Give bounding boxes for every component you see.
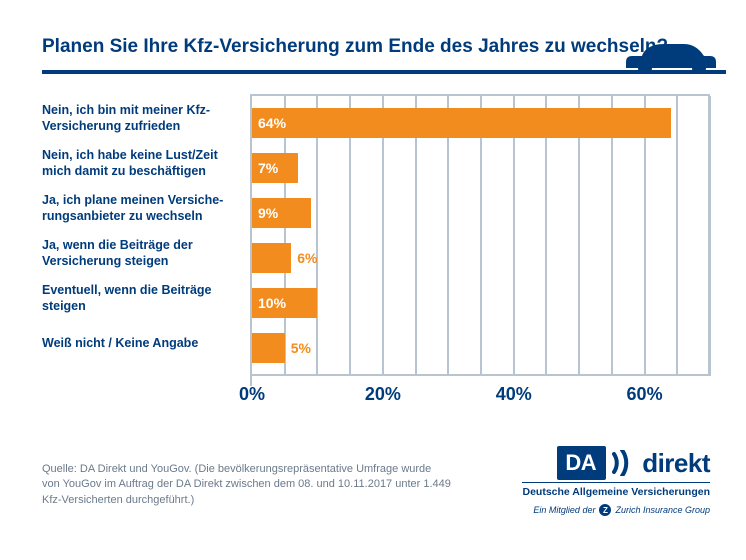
bar-value-label: 5%	[285, 340, 311, 356]
grid-line	[709, 96, 711, 376]
logo-word: direkt	[642, 448, 710, 479]
logo-main-row: DA direkt	[522, 446, 710, 480]
category-label: Ja, wenn die Beiträge der Versicherung s…	[42, 235, 242, 273]
car-icon	[618, 38, 718, 74]
grid-line	[415, 96, 417, 376]
grid-line	[316, 96, 318, 376]
logo-sub2-prefix: Ein Mitglied der	[533, 505, 595, 515]
bar: 6%	[252, 243, 291, 273]
page-title: Planen Sie Ihre Kfz-Versicherung zum End…	[42, 36, 668, 58]
bar: 5%	[252, 333, 285, 363]
category-label: Eventuell, wenn die Beiträge steigen	[42, 280, 242, 318]
x-tick-label: 20%	[365, 384, 401, 405]
grid-line	[545, 96, 547, 376]
category-label: Weiß nicht / Keine Angabe	[42, 325, 242, 363]
brand-logo: DA direkt Deutsche Allgemeine Versicheru…	[522, 446, 710, 516]
logo-sub2-suffix: Zurich Insurance Group	[615, 505, 710, 515]
source-text: Quelle: DA Direkt und YouGov. (Die bevöl…	[42, 462, 452, 508]
grid-line	[349, 96, 351, 376]
grid-line	[447, 96, 449, 376]
bar-chart: Nein, ich bin mit meiner Kfz-Versicherun…	[42, 94, 710, 404]
plot-area: 64% 7% 9% 6% 10% 5%	[252, 94, 710, 376]
grid-line	[676, 96, 678, 376]
grid-line	[480, 96, 482, 376]
bar-value-label: 9%	[258, 205, 278, 221]
sound-waves-icon	[612, 450, 636, 476]
grid-line	[513, 96, 515, 376]
category-label: Nein, ich bin mit meiner Kfz-Versicherun…	[42, 100, 242, 138]
bar-value-label: 6%	[291, 250, 317, 266]
x-tick-label: 0%	[239, 384, 265, 405]
category-label: Nein, ich habe keine Lust/Zeit mich dami…	[42, 145, 242, 183]
logo-subtitle-1: Deutsche Allgemeine Versicherungen	[522, 482, 710, 498]
bar: 64%	[252, 108, 671, 138]
bar-value-label: 7%	[258, 160, 278, 176]
bar: 9%	[252, 198, 311, 228]
logo-subtitle-2: Ein Mitglied der Z Zurich Insurance Grou…	[522, 504, 710, 516]
bar-value-label: 64%	[258, 115, 286, 131]
bar: 10%	[252, 288, 317, 318]
zurich-badge-icon: Z	[599, 504, 611, 516]
grid-line	[578, 96, 580, 376]
x-tick-label: 60%	[627, 384, 663, 405]
grid-line	[644, 96, 646, 376]
logo-box: DA	[557, 446, 606, 480]
page-root: Planen Sie Ihre Kfz-Versicherung zum End…	[0, 0, 746, 560]
grid-line	[382, 96, 384, 376]
category-label: Ja, ich plane meinen Versiche-rungsanbie…	[42, 190, 242, 228]
bar: 7%	[252, 153, 298, 183]
category-labels-column: Nein, ich bin mit meiner Kfz-Versicherun…	[42, 94, 247, 374]
x-tick-label: 40%	[496, 384, 532, 405]
bar-value-label: 10%	[258, 295, 286, 311]
grid-line	[611, 96, 613, 376]
